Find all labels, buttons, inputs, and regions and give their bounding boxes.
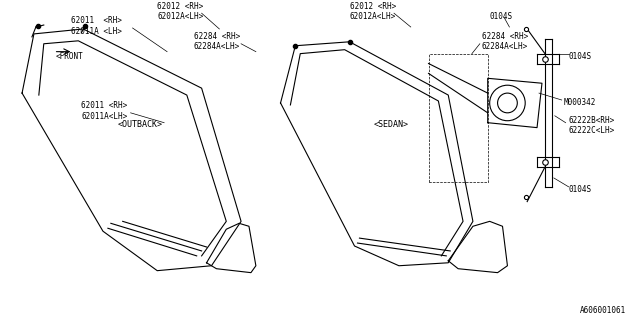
Text: A606001061: A606001061 bbox=[580, 306, 626, 315]
Text: <OUTBACK>: <OUTBACK> bbox=[118, 120, 163, 129]
Text: <SEDAN>: <SEDAN> bbox=[374, 120, 408, 129]
Text: 62012 <RH>
62012A<LH>: 62012 <RH> 62012A<LH> bbox=[349, 2, 396, 21]
Text: 62222B<RH>
62222C<LH>: 62222B<RH> 62222C<LH> bbox=[568, 116, 615, 135]
Text: 0104S: 0104S bbox=[568, 52, 592, 61]
Text: 62012 <RH>
62012A<LH>: 62012 <RH> 62012A<LH> bbox=[157, 2, 204, 21]
Text: 0104S: 0104S bbox=[568, 185, 592, 194]
Text: 62011  <RH>
62011A <LH>: 62011 <RH> 62011A <LH> bbox=[72, 16, 122, 36]
Text: 62284 <RH>
62284A<LH>: 62284 <RH> 62284A<LH> bbox=[482, 32, 528, 52]
Text: M000342: M000342 bbox=[564, 99, 596, 108]
Text: <FRONT: <FRONT bbox=[56, 52, 83, 61]
Text: 62011 <RH>
62011A<LH>: 62011 <RH> 62011A<LH> bbox=[81, 101, 127, 121]
Text: 0104S: 0104S bbox=[490, 12, 513, 21]
Text: 62284 <RH>
62284A<LH>: 62284 <RH> 62284A<LH> bbox=[194, 32, 240, 52]
